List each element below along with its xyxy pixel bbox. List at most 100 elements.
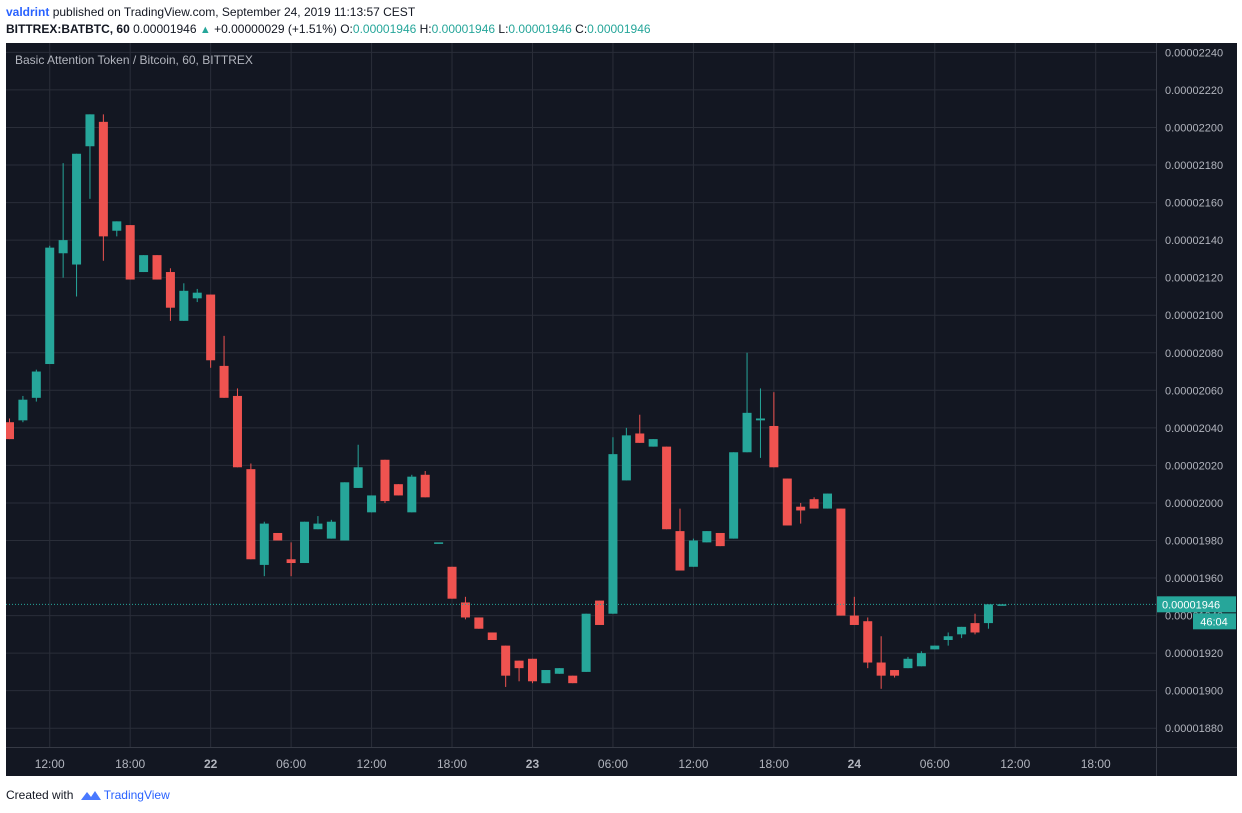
y-tick-label: 0.00002140 (1165, 235, 1223, 247)
chart-axes: 0.000018800.000019000.000019200.00001940… (6, 43, 1237, 776)
y-tick-label: 0.00002000 (1165, 498, 1223, 510)
candle-down (98, 121, 108, 237)
candle-down (715, 532, 725, 547)
x-tick-label: 12:00 (1000, 757, 1030, 771)
candle-up (541, 670, 551, 684)
candle-up (58, 240, 68, 254)
candles (6, 114, 1007, 689)
candle-up (581, 613, 591, 672)
y-tick-label: 0.00002180 (1165, 160, 1223, 172)
chart-grid (6, 43, 1156, 747)
candle-down (487, 632, 497, 640)
x-tick-label: 18:00 (1081, 757, 1111, 771)
y-tick-label: 0.00002200 (1165, 122, 1223, 134)
candle-up (407, 476, 417, 513)
candle-down (474, 617, 484, 629)
y-tick-label: 0.00002080 (1165, 348, 1223, 360)
candle-up (729, 452, 739, 539)
candle-up (755, 418, 765, 421)
candle-down (460, 602, 470, 618)
candle-up (45, 247, 55, 365)
candle-up (72, 153, 82, 265)
candle-down (876, 662, 886, 676)
candle-up (688, 540, 698, 567)
candle-down (863, 621, 873, 663)
x-tick-label: 18:00 (115, 757, 145, 771)
candle-up (554, 668, 564, 674)
author-link[interactable]: valdrint (6, 5, 50, 19)
candle-up (434, 542, 444, 544)
candle-up (943, 636, 953, 640)
y-tick-label: 0.00001880 (1165, 723, 1223, 735)
candle-up (31, 371, 41, 398)
y-tick-label: 0.00002100 (1165, 310, 1223, 322)
candle-down (6, 422, 14, 440)
tradingview-logo-icon (80, 791, 101, 800)
publish-info: valdrint published on TradingView.com, S… (6, 5, 415, 19)
candle-up (367, 495, 377, 513)
x-tick-label: 23 (526, 757, 540, 771)
chart-title: Basic Attention Token / Bitcoin, 60, BIT… (15, 53, 253, 67)
candle-up (340, 482, 350, 541)
candle-up (259, 523, 269, 565)
last-price-tag (1157, 596, 1236, 613)
chart-background (6, 43, 1237, 776)
y-tick-label: 0.00002120 (1165, 273, 1223, 285)
candle-down (675, 531, 685, 571)
high-value: 0.00001946 (431, 22, 496, 36)
candle-up (903, 658, 913, 669)
last-price-label: 0.00001946 (1162, 599, 1220, 611)
y-tick-label: 0.00002040 (1165, 423, 1223, 435)
candle-up (139, 255, 149, 273)
candle-up (742, 412, 752, 453)
up-arrow-icon: ▲ (199, 24, 211, 36)
candle-down (246, 469, 256, 560)
published-text: published on TradingView.com, September … (52, 5, 416, 19)
x-tick-label: 12:00 (35, 757, 65, 771)
candle-down (393, 484, 403, 496)
created-with-text: Created with (6, 788, 74, 802)
candlestick-chart[interactable]: 0.000018800.000019000.000019200.00001940… (6, 43, 1237, 776)
last-price: 0.00001946 (133, 22, 197, 36)
candle-down (635, 433, 645, 443)
candle-down (796, 506, 806, 511)
candle-up (648, 439, 658, 447)
candle-up (112, 221, 122, 231)
candle-down (769, 425, 779, 468)
candle-up (823, 493, 833, 509)
high-label: H: (419, 22, 432, 36)
candle-down (286, 559, 296, 564)
open-value: 0.00001946 (352, 22, 417, 36)
candle-up (313, 523, 323, 530)
candle-down (232, 395, 242, 468)
candle-down (890, 670, 900, 676)
x-tick-label: 06:00 (276, 757, 306, 771)
candle-down (125, 225, 135, 280)
candle-down (273, 532, 283, 541)
candle-down (662, 446, 672, 530)
candle-up (192, 292, 202, 299)
candle-up (983, 604, 993, 624)
candle-down (595, 600, 605, 625)
low-value: 0.00001946 (508, 22, 572, 36)
candle-down (849, 615, 859, 625)
candle-up (300, 521, 310, 564)
y-tick-label: 0.00002020 (1165, 460, 1223, 472)
candle-down (165, 272, 175, 308)
tradingview-link[interactable]: TradingView (103, 788, 170, 802)
y-tick-label: 0.00001980 (1165, 535, 1223, 547)
x-tick-label: 18:00 (437, 757, 467, 771)
x-tick-label: 18:00 (759, 757, 789, 771)
candle-down (380, 459, 390, 502)
candle-up (326, 521, 336, 539)
y-tick-label: 0.00001920 (1165, 648, 1223, 660)
close-value: 0.00001946 (587, 22, 651, 36)
candle-down (836, 508, 846, 616)
candle-up (85, 114, 95, 147)
close-label: C: (575, 22, 588, 36)
countdown-label: 46:04 (1200, 616, 1228, 628)
candle-up (353, 467, 363, 488)
x-tick-label: 06:00 (920, 757, 950, 771)
y-tick-label: 0.00002240 (1165, 47, 1223, 59)
candle-down (809, 499, 819, 509)
